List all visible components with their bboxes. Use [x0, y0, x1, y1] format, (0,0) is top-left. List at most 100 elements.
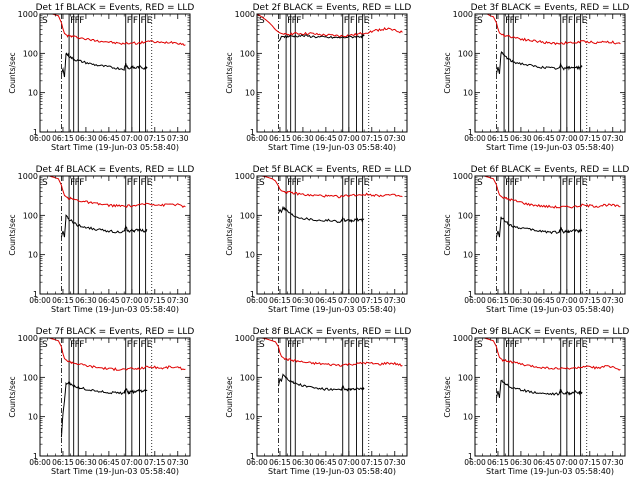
y-tick-label: 100	[458, 49, 473, 58]
marker-label: F	[514, 178, 519, 188]
x-axis-label: Start Time (19-Jun-03 05:58:40)	[268, 467, 396, 476]
y-tick-label: 1	[468, 128, 473, 137]
marker-label: S	[477, 16, 483, 26]
marker-label: F	[292, 16, 297, 26]
x-axis-label: Start Time (19-Jun-03 05:58:40)	[486, 143, 614, 152]
plot-frame	[256, 337, 408, 457]
marker-label: F	[133, 340, 138, 350]
series-lld	[40, 13, 186, 47]
marker-label: F	[344, 340, 349, 350]
marker-label: F	[344, 16, 349, 26]
marker-label: F	[575, 178, 580, 188]
panel-title: Det 9f BLACK = Events, RED = LLD	[471, 327, 630, 337]
x-tick-label: 07:00	[338, 296, 360, 305]
marker-label: F	[357, 16, 362, 26]
panel-title: Det 7f BLACK = Events, RED = LLD	[36, 327, 195, 337]
y-tick-label: 100	[240, 373, 255, 382]
x-tick-label: 07:00	[556, 296, 578, 305]
x-tick-label: 07:00	[121, 296, 143, 305]
series-events	[277, 373, 365, 392]
x-tick-label: 06:30	[510, 296, 532, 305]
marker-label: F	[140, 178, 145, 188]
series-events	[495, 216, 583, 238]
plot-frame	[474, 13, 626, 133]
y-tick-label: 100	[23, 373, 38, 382]
x-tick-label: 07:30	[602, 458, 624, 467]
marker-label: E	[147, 178, 153, 188]
marker-label: F	[562, 178, 567, 188]
marker-label: F	[127, 340, 132, 350]
marker-label: E	[582, 178, 588, 188]
x-tick-label: 06:00	[464, 134, 486, 143]
x-tick-label: 06:15	[269, 458, 291, 467]
marker-label: F	[568, 340, 573, 350]
x-tick-label: 06:30	[75, 458, 97, 467]
x-tick-label: 07:00	[121, 134, 143, 143]
y-tick-label: 100	[23, 49, 38, 58]
panel-title: Det 8f BLACK = Events, RED = LLD	[253, 327, 412, 337]
panel-title: Det 5f BLACK = Events, RED = LLD	[253, 165, 412, 175]
x-tick-label: 06:30	[292, 458, 314, 467]
y-tick-label: 1	[468, 452, 473, 461]
marker-label: F	[287, 16, 292, 26]
marker-label: F	[127, 16, 132, 26]
series-events	[495, 379, 583, 399]
x-tick-label: 07:30	[384, 134, 406, 143]
x-tick-label: 06:15	[52, 458, 74, 467]
x-axis-label: Start Time (19-Jun-03 05:58:40)	[486, 305, 614, 314]
marker-label: E	[147, 16, 153, 26]
x-tick-label: 06:15	[52, 296, 74, 305]
y-tick-label: 1	[250, 452, 255, 461]
marker-label: F	[287, 340, 292, 350]
marker-label: F	[510, 16, 515, 26]
x-tick-label: 07:00	[556, 458, 578, 467]
marker-label: F	[350, 340, 355, 350]
marker-label: S	[42, 16, 48, 26]
marker-label: F	[344, 178, 349, 188]
series-lld	[257, 337, 403, 367]
marker-label: F	[70, 340, 75, 350]
marker-label: F	[75, 178, 80, 188]
panel-title: Det 2f BLACK = Events, RED = LLD	[253, 3, 412, 13]
panel-title: Det 1f BLACK = Events, RED = LLD	[36, 3, 195, 13]
marker-label: F	[505, 340, 510, 350]
marker-label: F	[510, 340, 515, 350]
marker-label: F	[562, 340, 567, 350]
marker-label: F	[79, 16, 84, 26]
y-axis-label: Counts/sec	[443, 376, 452, 417]
x-tick-label: 07:15	[579, 134, 601, 143]
x-axis-label: Start Time (19-Jun-03 05:58:40)	[268, 143, 396, 152]
marker-label: F	[514, 340, 519, 350]
marker-label: F	[350, 16, 355, 26]
x-tick-label: 07:00	[338, 458, 360, 467]
y-axis-label: Counts/sec	[225, 52, 234, 93]
y-tick-label: 100	[458, 211, 473, 220]
x-tick-label: 07:15	[144, 458, 166, 467]
x-tick-label: 06:45	[533, 134, 555, 143]
series-lld	[40, 337, 186, 372]
marker-label: E	[364, 340, 370, 350]
series-events	[60, 214, 148, 238]
marker-label: S	[42, 340, 48, 350]
x-tick-label: 06:15	[487, 458, 509, 467]
y-tick-label: 1	[468, 290, 473, 299]
marker-label: F	[296, 16, 301, 26]
y-tick-label: 1000	[453, 10, 473, 19]
marker-label: F	[510, 178, 515, 188]
y-axis-label: Counts/sec	[8, 376, 17, 417]
y-tick-label: 100	[240, 211, 255, 220]
x-tick-label: 06:45	[315, 134, 337, 143]
x-tick-label: 06:45	[315, 458, 337, 467]
y-tick-label: 10	[463, 413, 473, 422]
x-axis-label: Start Time (19-Jun-03 05:58:40)	[51, 143, 179, 152]
x-axis-label: Start Time (19-Jun-03 05:58:40)	[486, 467, 614, 476]
x-tick-label: 07:30	[384, 458, 406, 467]
x-tick-label: 07:00	[338, 134, 360, 143]
marker-label: S	[477, 178, 483, 188]
marker-label: E	[147, 340, 153, 350]
x-tick-label: 06:45	[98, 134, 120, 143]
y-tick-label: 10	[245, 251, 255, 260]
